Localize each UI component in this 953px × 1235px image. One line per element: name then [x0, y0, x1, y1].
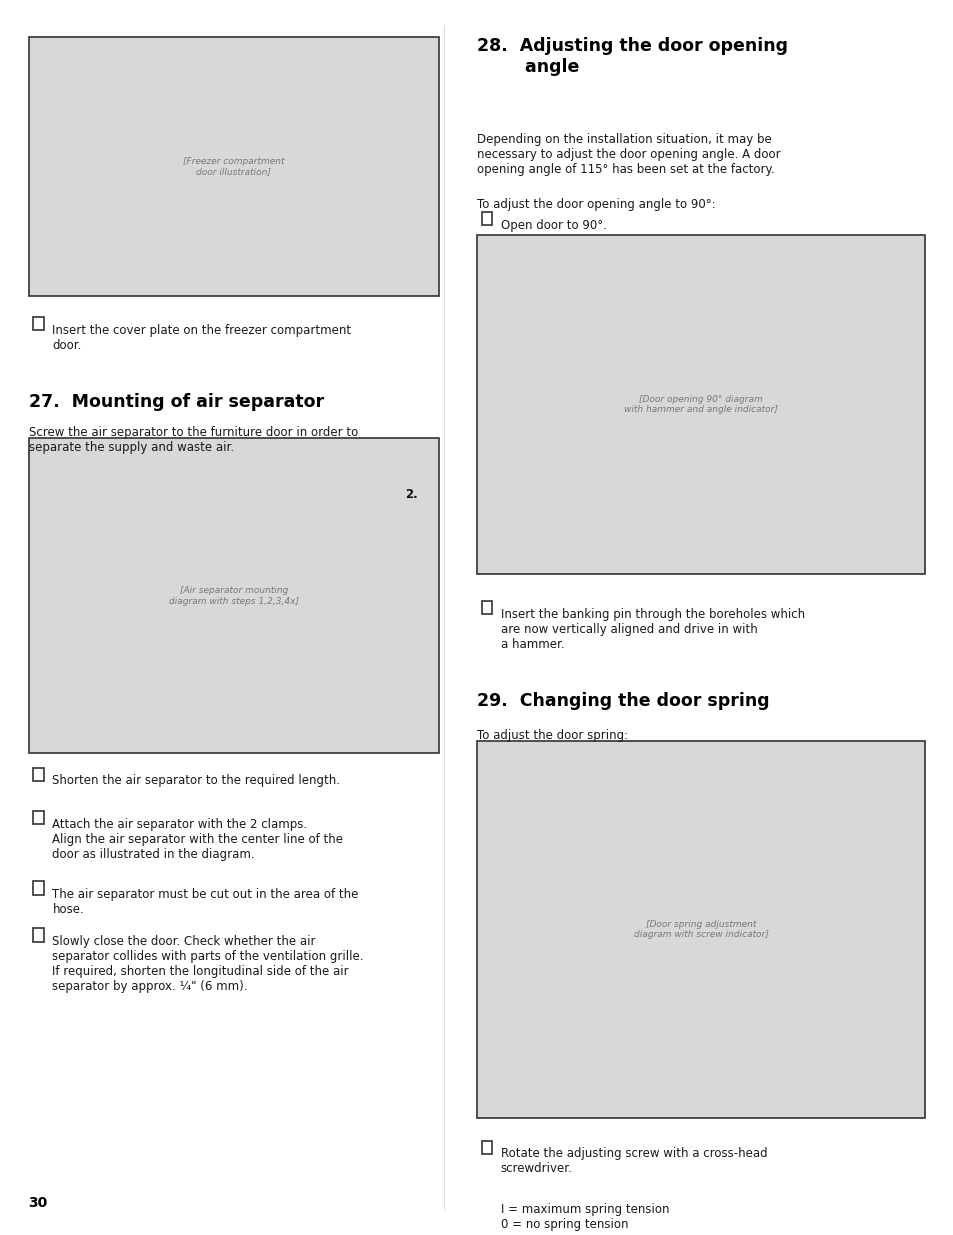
- Text: [Freezer compartment
door illustration]: [Freezer compartment door illustration]: [183, 157, 284, 177]
- Bar: [33, 767, 44, 782]
- Text: 2.: 2.: [405, 488, 417, 501]
- Text: Attach the air separator with the 2 clamps.
Align the air separator with the cen: Attach the air separator with the 2 clam…: [52, 818, 343, 861]
- Text: Screw the air separator to the furniture door in order to
separate the supply an: Screw the air separator to the furniture…: [29, 426, 357, 454]
- Text: 28.  Adjusting the door opening
        angle: 28. Adjusting the door opening angle: [476, 37, 787, 75]
- Text: 30: 30: [29, 1197, 48, 1210]
- Bar: [33, 316, 44, 330]
- Bar: [476, 741, 924, 1118]
- Text: 27.  Mounting of air separator: 27. Mounting of air separator: [29, 393, 323, 411]
- Text: [Air separator mounting
diagram with steps 1,2,3,4x]: [Air separator mounting diagram with ste…: [169, 587, 298, 605]
- Bar: [481, 212, 492, 226]
- Text: [Door spring adjustment
diagram with screw indicator]: [Door spring adjustment diagram with scr…: [633, 920, 768, 939]
- Bar: [33, 810, 44, 825]
- Bar: [481, 600, 492, 614]
- Text: I = maximum spring tension
0 = no spring tension: I = maximum spring tension 0 = no spring…: [500, 1203, 669, 1231]
- Bar: [33, 882, 44, 894]
- Text: [Door opening 90° diagram
with hammer and angle indicator]: [Door opening 90° diagram with hammer an…: [623, 395, 778, 414]
- Text: Depending on the installation situation, it may be
necessary to adjust the door : Depending on the installation situation,…: [476, 133, 780, 177]
- Bar: [33, 929, 44, 941]
- Text: To adjust the door opening angle to 90°:: To adjust the door opening angle to 90°:: [476, 198, 715, 211]
- Bar: [476, 235, 924, 574]
- Text: 29.  Changing the door spring: 29. Changing the door spring: [476, 692, 769, 710]
- Bar: [29, 438, 438, 753]
- Text: Shorten the air separator to the required length.: Shorten the air separator to the require…: [52, 774, 340, 788]
- Bar: [481, 1141, 492, 1153]
- Text: Rotate the adjusting screw with a cross-head
screwdriver.: Rotate the adjusting screw with a cross-…: [500, 1147, 766, 1176]
- Text: Insert the cover plate on the freezer compartment
door.: Insert the cover plate on the freezer co…: [52, 324, 352, 352]
- Text: Slowly close the door. Check whether the air
separator collides with parts of th: Slowly close the door. Check whether the…: [52, 935, 364, 993]
- Text: To adjust the door spring:: To adjust the door spring:: [476, 729, 627, 742]
- Text: The air separator must be cut out in the area of the
hose.: The air separator must be cut out in the…: [52, 888, 358, 916]
- Text: Insert the banking pin through the boreholes which
are now vertically aligned an: Insert the banking pin through the boreh…: [500, 608, 804, 651]
- Text: Open door to 90°.: Open door to 90°.: [500, 219, 606, 232]
- Bar: [29, 37, 438, 296]
